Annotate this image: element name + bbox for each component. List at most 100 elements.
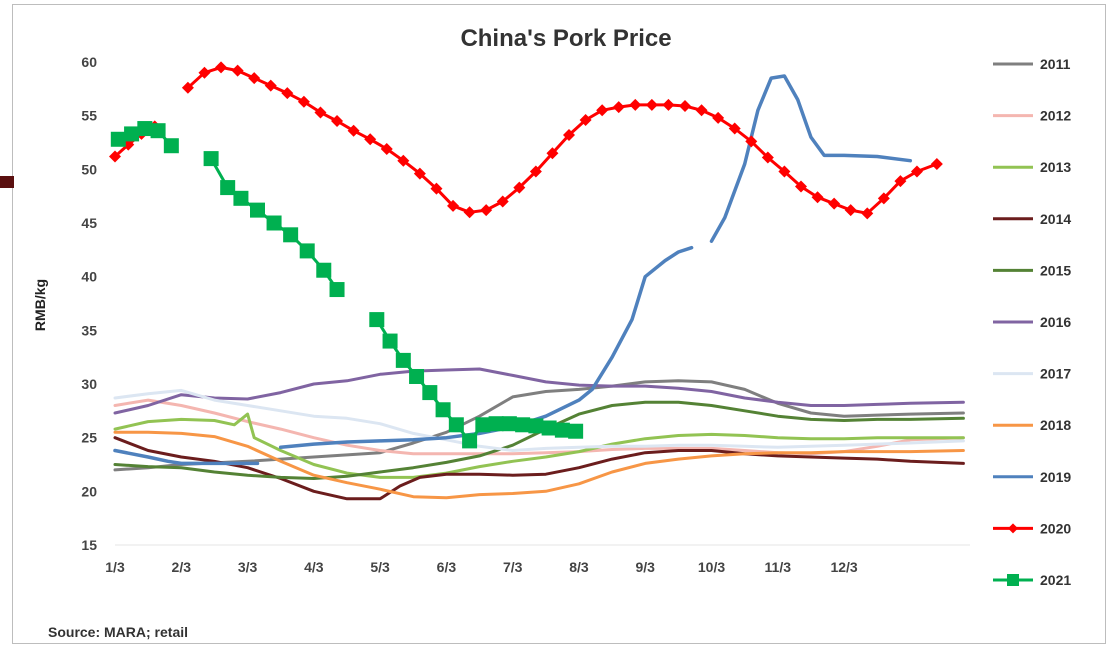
series-line-2015 — [113, 400, 965, 480]
data-point-2020 — [811, 191, 824, 204]
data-point-2020 — [380, 142, 393, 155]
series-group — [109, 61, 965, 501]
data-point-2020 — [794, 180, 807, 193]
data-point-2020 — [248, 72, 261, 85]
series-line-2020 — [186, 65, 939, 215]
data-point-2021 — [220, 180, 236, 196]
series-line-2019 — [113, 448, 260, 466]
data-point-2020 — [181, 81, 194, 94]
y-tick-label: 35 — [81, 322, 97, 338]
data-point-2020 — [563, 128, 576, 141]
data-point-2020 — [314, 106, 327, 119]
legend-label: 2012 — [1040, 108, 1071, 124]
x-tick-label: 7/3 — [503, 559, 523, 575]
series-2020 — [109, 61, 943, 220]
data-point-2020 — [679, 100, 691, 113]
data-point-2020 — [828, 197, 841, 210]
data-point-2021 — [150, 123, 166, 139]
data-point-2021 — [554, 422, 570, 438]
data-point-2021 — [369, 312, 385, 328]
data-point-2020 — [844, 204, 857, 217]
legend-label: 2015 — [1040, 262, 1071, 278]
series-2015 — [113, 400, 965, 480]
y-tick-label: 45 — [81, 215, 97, 231]
series-2019 — [113, 74, 913, 466]
data-point-2021 — [382, 333, 398, 349]
y-tick-label: 25 — [81, 430, 97, 446]
chart-frame — [12, 4, 1106, 644]
data-point-2020 — [198, 66, 211, 79]
data-point-2021 — [568, 423, 584, 439]
data-point-2020 — [480, 204, 493, 217]
x-tick-label: 1/3 — [105, 559, 125, 575]
y-tick-label: 30 — [81, 376, 97, 392]
data-point-2020 — [645, 98, 658, 111]
data-point-2020 — [413, 167, 426, 180]
x-tick-label: 2/3 — [172, 559, 192, 575]
series-2016 — [113, 367, 965, 415]
data-point-2021 — [124, 126, 140, 142]
data-point-2021 — [475, 417, 491, 433]
data-point-2020 — [894, 175, 907, 188]
data-point-2021 — [299, 243, 315, 259]
legend-label: 2014 — [1040, 211, 1071, 227]
legend-label: 2021 — [1040, 572, 1071, 588]
data-point-2021 — [266, 215, 282, 231]
chart-title: China's Pork Price — [460, 25, 671, 52]
data-point-2021 — [395, 352, 411, 368]
data-point-2021 — [528, 418, 544, 434]
x-tick-group: 1/3 2/3 3/3 4/3 5/3 6/3 7/3 8/3 9/3 10/3 11/3 12/3 — [105, 559, 858, 575]
y-tick-label: 20 — [81, 483, 97, 499]
edge-marker — [0, 176, 14, 188]
data-point-2020 — [529, 165, 542, 178]
legend-label: 2011 — [1040, 56, 1071, 72]
y-tick-label: 15 — [81, 537, 97, 553]
legend-label: 2019 — [1040, 469, 1071, 485]
y-tick-label: 55 — [81, 108, 97, 124]
data-point-2021 — [409, 368, 425, 384]
data-point-2021 — [541, 420, 557, 436]
data-point-2020 — [910, 165, 923, 178]
series-line-2018 — [113, 430, 965, 500]
legend-item-2017: 2017 — [993, 366, 1071, 382]
series-2021 — [110, 121, 584, 449]
data-point-2020 — [712, 111, 725, 124]
x-tick-label: 6/3 — [437, 559, 457, 575]
data-point-2021 — [316, 262, 332, 278]
legend-item-2013: 2013 — [993, 159, 1071, 175]
data-point-2020 — [231, 64, 244, 77]
data-point-2020 — [397, 154, 410, 167]
legend-item-2018: 2018 — [993, 417, 1071, 433]
x-tick-label: 10/3 — [698, 559, 725, 575]
y-tick-label: 60 — [81, 54, 97, 70]
x-tick-label: 9/3 — [635, 559, 655, 575]
data-point-2020 — [430, 182, 443, 195]
data-point-2020 — [364, 133, 377, 146]
series-2011 — [113, 379, 965, 472]
y-tick-label: 50 — [81, 161, 97, 177]
x-tick-label: 8/3 — [569, 559, 589, 575]
legend-item-2015: 2015 — [993, 262, 1071, 278]
x-tick-label: 4/3 — [304, 559, 324, 575]
data-point-2021 — [250, 202, 265, 218]
x-tick-label: 5/3 — [370, 559, 390, 575]
data-point-2020 — [930, 157, 943, 170]
data-point-2021 — [203, 151, 219, 167]
data-point-2020 — [629, 98, 642, 111]
legend-marker — [1008, 523, 1018, 534]
legend-label: 2017 — [1040, 366, 1071, 382]
data-point-2020 — [596, 104, 609, 117]
series-line-2017 — [113, 388, 965, 452]
source-note: Source: MARA; retail — [48, 624, 188, 640]
data-point-2021 — [422, 385, 438, 401]
data-point-2021 — [435, 402, 451, 418]
x-tick-label: 3/3 — [238, 559, 258, 575]
series-2018 — [113, 430, 965, 500]
data-point-2020 — [612, 101, 625, 114]
legend-label: 2016 — [1040, 314, 1071, 330]
data-point-2020 — [281, 87, 294, 100]
data-point-2020 — [463, 206, 476, 219]
series-line-2014 — [113, 436, 965, 501]
data-point-2021 — [110, 131, 126, 147]
data-point-2020 — [447, 199, 460, 212]
